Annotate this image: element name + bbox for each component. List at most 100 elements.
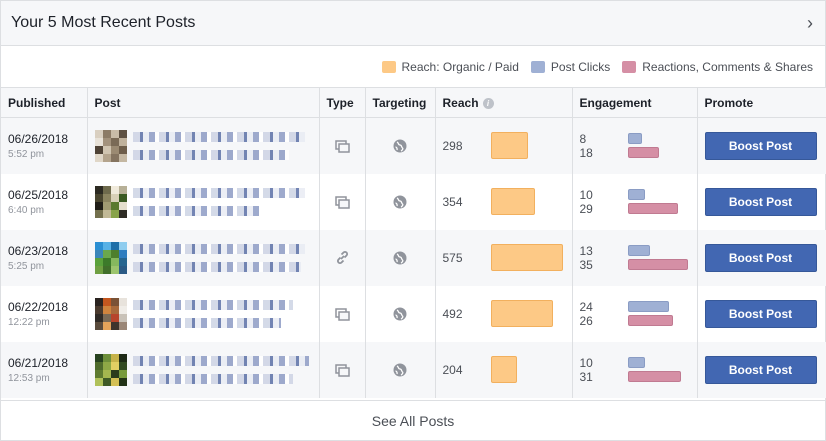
legend: Reach: Organic / Paid Post Clicks Reacti… [1, 46, 825, 87]
type-cell [319, 341, 366, 398]
post-thumbnail[interactable] [94, 297, 127, 330]
targeting-cell [365, 117, 436, 174]
post-thumbnail[interactable] [94, 353, 127, 386]
legend-label-reach: Reach: Organic / Paid [401, 59, 519, 74]
post-text-blurred[interactable] [132, 243, 305, 272]
type-cell [319, 285, 366, 342]
reach-cell: 492 [435, 285, 573, 342]
reach-bar [490, 300, 553, 327]
published-time: 5:25 pm [8, 260, 45, 272]
legend-label-clicks: Post Clicks [550, 59, 611, 74]
boost-post-button[interactable]: Boost Post [704, 299, 817, 328]
published-time: 12:53 pm [8, 372, 50, 384]
table-row[interactable]: 06/23/2018 5:25 pm 575 13 [1, 229, 826, 286]
post-text-blurred[interactable] [132, 299, 293, 328]
post-clicks-value: 10 [579, 187, 593, 202]
col-reach[interactable]: Reach i [435, 87, 573, 118]
boost-post-button[interactable]: Boost Post [704, 243, 817, 272]
post-clicks-bar [627, 357, 645, 368]
reach-bar [490, 356, 517, 383]
globe-icon [393, 138, 407, 153]
post-thumbnail[interactable] [94, 241, 127, 274]
reach-value: 492 [442, 306, 463, 321]
post-cell[interactable] [87, 341, 320, 398]
reactions-bar [627, 315, 673, 326]
reach-swatch [381, 60, 396, 73]
post-cell[interactable] [87, 229, 320, 286]
post-clicks-value: 10 [579, 355, 593, 370]
published-cell: 06/26/2018 5:52 pm [1, 117, 88, 174]
panel-header[interactable]: Your 5 Most Recent Posts › [1, 1, 825, 46]
type-cell [319, 117, 366, 174]
published-cell: 06/21/2018 12:53 pm [1, 341, 88, 398]
reach-value: 298 [442, 138, 463, 153]
boost-post-button[interactable]: Boost Post [704, 187, 817, 216]
reach-cell: 575 [435, 229, 573, 286]
info-icon[interactable]: i [482, 97, 494, 109]
promote-cell: Boost Post [697, 117, 826, 174]
published-date: 06/21/2018 [8, 355, 69, 370]
table-header-row: Published Post Type Targeting Reach i Eng… [1, 87, 826, 118]
reach-cell: 204 [435, 341, 573, 398]
post-thumbnail[interactable] [94, 185, 127, 218]
reach-bar [490, 188, 535, 215]
reactions-value: 29 [579, 201, 593, 216]
table-row[interactable]: 06/22/2018 12:22 pm 492 24 [1, 285, 826, 342]
promote-cell: Boost Post [697, 286, 826, 342]
reach-value: 204 [442, 362, 463, 377]
table-row[interactable]: 06/21/2018 12:53 pm 204 10 [1, 341, 826, 398]
boost-post-button[interactable]: Boost Post [704, 355, 817, 384]
table-row[interactable]: 06/25/2018 6:40 pm 354 10 [1, 173, 826, 230]
post-clicks-value: 13 [579, 243, 593, 258]
reactions-value: 31 [579, 369, 593, 384]
globe-icon [393, 194, 407, 209]
legend-item-reach: Reach: Organic / Paid [381, 59, 519, 74]
table-row[interactable]: 06/26/2018 5:52 pm 298 8 [1, 117, 826, 174]
type-cell [319, 173, 366, 230]
promote-cell: Boost Post [697, 229, 826, 286]
reactions-value: 18 [579, 145, 593, 160]
post-clicks-bar [627, 245, 650, 256]
reactions-bar [627, 259, 688, 270]
published-date: 06/26/2018 [8, 131, 69, 146]
reach-bar [490, 132, 528, 160]
boost-post-button[interactable]: Boost Post [704, 131, 817, 160]
engagement-cell: 24 26 [572, 285, 698, 342]
published-date: 06/23/2018 [8, 243, 69, 258]
post-cell[interactable] [87, 173, 320, 230]
post-cell[interactable] [87, 285, 320, 342]
published-cell: 06/22/2018 12:22 pm [1, 285, 88, 342]
globe-icon [393, 306, 407, 321]
col-type[interactable]: Type [319, 87, 366, 118]
reactions-bar [627, 371, 681, 382]
legend-item-clicks: Post Clicks [530, 59, 611, 74]
published-date: 06/22/2018 [8, 299, 69, 314]
post-text-blurred[interactable] [132, 355, 309, 384]
col-reach-label: Reach [442, 95, 479, 110]
post-text-blurred[interactable] [132, 187, 305, 216]
targeting-cell [365, 285, 436, 342]
status-icon [334, 306, 350, 321]
post-thumbnail[interactable] [94, 129, 127, 162]
promote-cell: Boost Post [697, 341, 826, 398]
see-all-posts-link[interactable]: See All Posts [1, 400, 825, 440]
published-date: 06/25/2018 [8, 187, 69, 202]
promote-cell: Boost Post [697, 174, 826, 230]
targeting-cell [365, 173, 436, 230]
chevron-right-icon[interactable]: › [807, 12, 813, 33]
status-icon [334, 194, 350, 209]
engagement-cell: 13 35 [572, 229, 698, 286]
globe-icon [393, 362, 407, 377]
engagement-cell: 10 31 [572, 341, 698, 398]
col-engagement[interactable]: Engagement [572, 87, 698, 118]
legend-label-reactions: Reactions, Comments & Shares [642, 59, 813, 74]
col-published[interactable]: Published [1, 87, 88, 118]
published-cell: 06/25/2018 6:40 pm [1, 173, 88, 230]
post-text-blurred[interactable] [132, 131, 305, 160]
col-post[interactable]: Post [87, 87, 320, 118]
col-targeting[interactable]: Targeting [365, 87, 436, 118]
post-cell[interactable] [87, 117, 320, 174]
engagement-cell: 8 18 [572, 117, 698, 174]
status-icon [334, 362, 350, 377]
